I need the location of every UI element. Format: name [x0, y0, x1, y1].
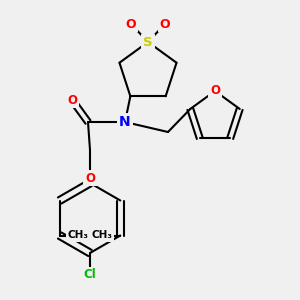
Text: Cl: Cl — [84, 268, 96, 281]
Text: CH₃: CH₃ — [92, 230, 113, 241]
Text: CH₃: CH₃ — [67, 230, 88, 241]
Text: O: O — [126, 17, 136, 31]
Text: S: S — [143, 35, 153, 49]
Text: O: O — [67, 94, 77, 106]
Text: O: O — [85, 172, 95, 184]
Text: N: N — [119, 115, 131, 129]
Text: O: O — [210, 85, 220, 98]
Text: O: O — [160, 17, 170, 31]
